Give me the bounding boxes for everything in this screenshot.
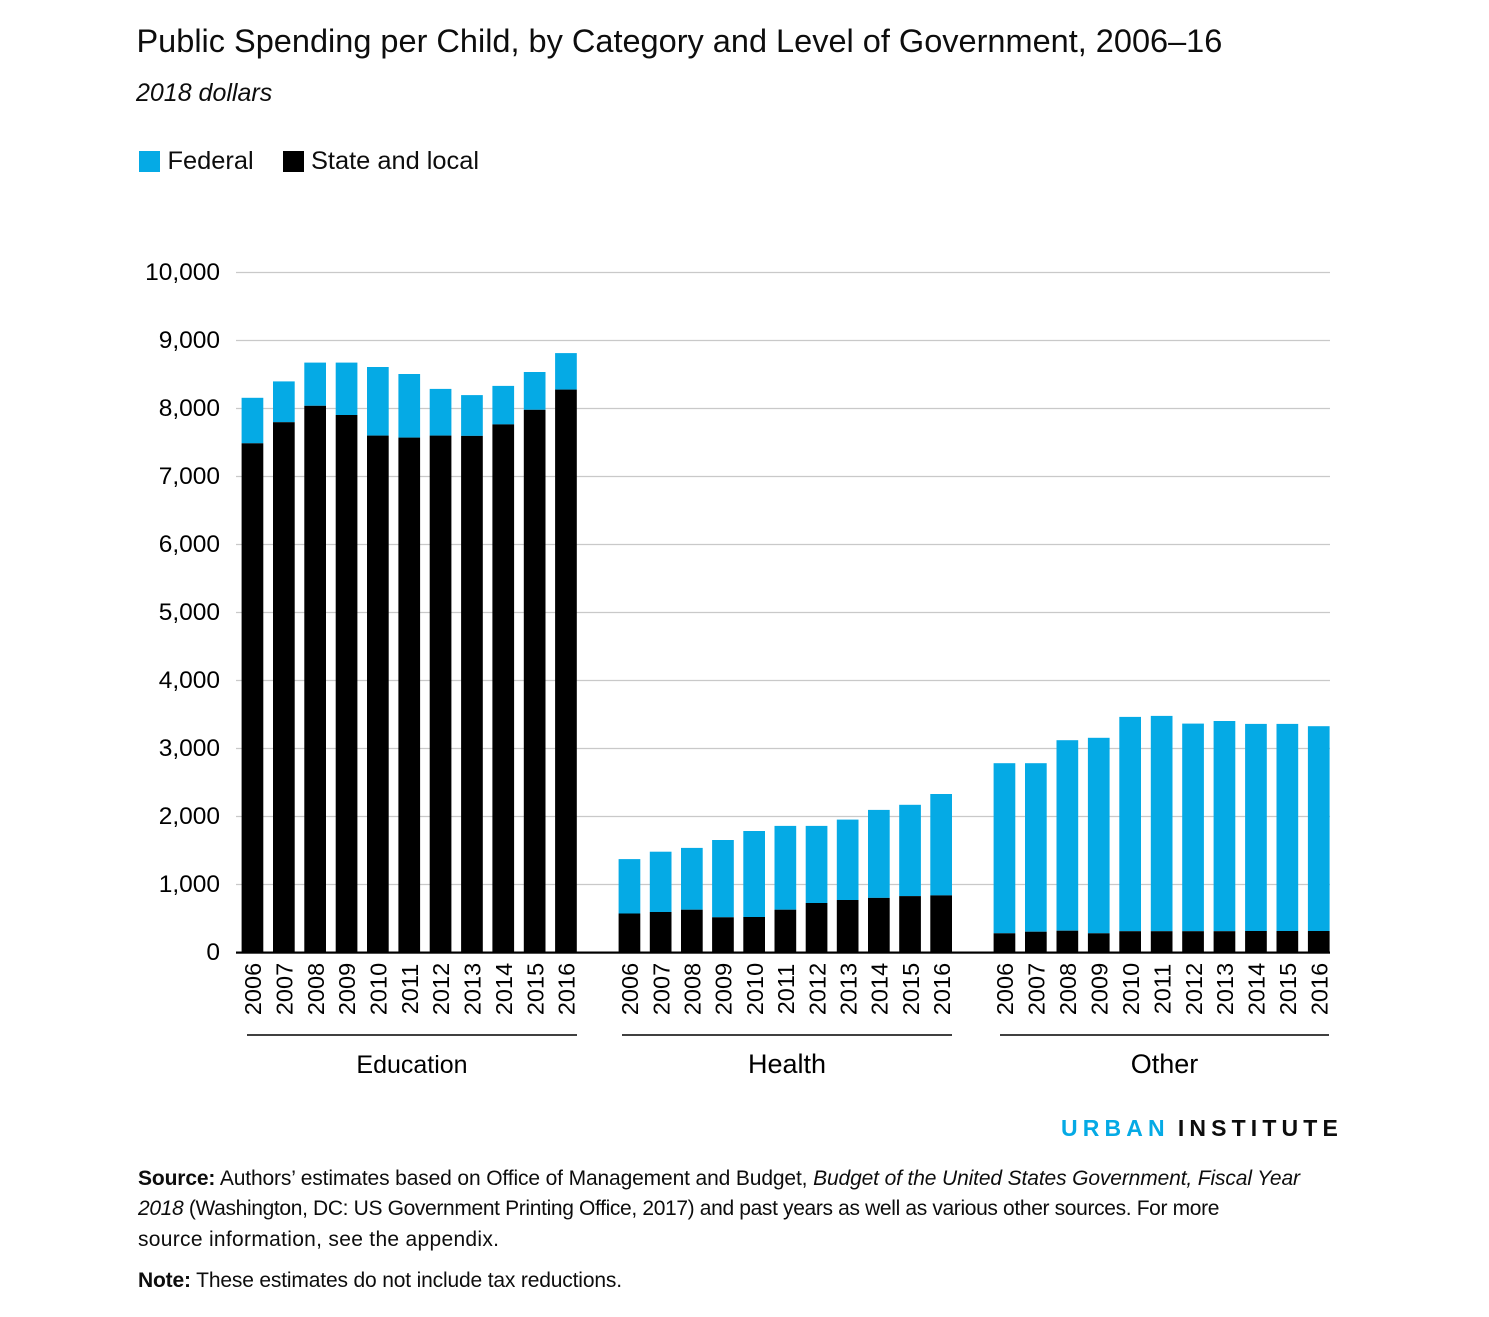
svg-text:2007: 2007 — [1024, 963, 1050, 1015]
svg-text:2012: 2012 — [804, 963, 830, 1015]
svg-text:2016: 2016 — [929, 963, 955, 1015]
svg-text:2014: 2014 — [1244, 963, 1270, 1015]
svg-text:2014: 2014 — [491, 963, 517, 1015]
svg-text:2016: 2016 — [1307, 963, 1333, 1015]
svg-text:2007: 2007 — [648, 963, 674, 1015]
svg-text:Other: Other — [1131, 1049, 1199, 1079]
svg-text:7,000: 7,000 — [159, 463, 220, 490]
svg-text:5,000: 5,000 — [159, 599, 220, 626]
svg-text:2014: 2014 — [867, 963, 893, 1015]
svg-text:2011: 2011 — [773, 964, 799, 1015]
svg-text:2011: 2011 — [1149, 964, 1175, 1015]
svg-text:2006: 2006 — [240, 963, 266, 1015]
svg-text:6,000: 6,000 — [159, 531, 220, 558]
svg-text:2012: 2012 — [428, 963, 454, 1015]
svg-text:2013: 2013 — [460, 963, 486, 1015]
svg-text:2012: 2012 — [1181, 963, 1207, 1015]
svg-text:2009: 2009 — [1087, 963, 1113, 1015]
svg-text:2015: 2015 — [898, 963, 924, 1015]
svg-text:4,000: 4,000 — [159, 667, 220, 694]
svg-text:2015: 2015 — [1275, 963, 1301, 1015]
svg-text:10,000: 10,000 — [145, 259, 220, 286]
svg-text:2016: 2016 — [554, 963, 580, 1015]
svg-text:2013: 2013 — [835, 963, 861, 1015]
svg-text:2007: 2007 — [272, 963, 298, 1015]
svg-text:2009: 2009 — [334, 963, 360, 1015]
svg-text:2008: 2008 — [303, 963, 329, 1015]
svg-text:2009: 2009 — [711, 963, 737, 1015]
svg-text:2013: 2013 — [1212, 963, 1238, 1015]
svg-text:8,000: 8,000 — [159, 395, 220, 422]
svg-text:1,000: 1,000 — [159, 871, 220, 898]
svg-text:2008: 2008 — [1055, 963, 1081, 1015]
svg-text:2,000: 2,000 — [159, 803, 220, 830]
svg-text:2011: 2011 — [397, 964, 423, 1015]
svg-text:2010: 2010 — [1118, 963, 1144, 1015]
svg-text:2015: 2015 — [522, 963, 548, 1015]
svg-text:2006: 2006 — [617, 963, 643, 1015]
svg-text:2010: 2010 — [366, 963, 392, 1015]
svg-text:2006: 2006 — [992, 963, 1018, 1015]
svg-text:0: 0 — [206, 939, 220, 966]
svg-text:2008: 2008 — [680, 963, 706, 1015]
svg-text:3,000: 3,000 — [159, 735, 220, 762]
svg-text:2010: 2010 — [742, 963, 768, 1015]
svg-text:Health: Health — [748, 1049, 826, 1079]
svg-text:9,000: 9,000 — [159, 327, 220, 354]
svg-text:Education: Education — [356, 1051, 467, 1079]
